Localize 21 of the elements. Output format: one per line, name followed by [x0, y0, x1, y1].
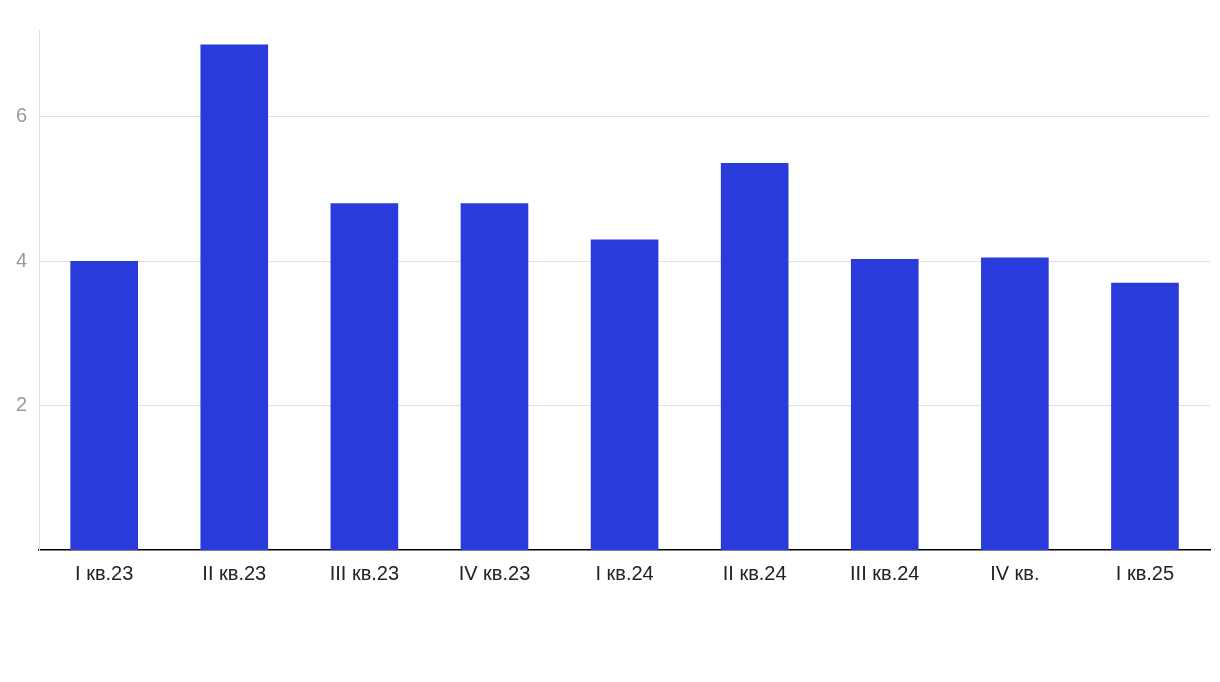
x-tick-label: I кв.25	[1115, 561, 1175, 584]
x-tick-label: II кв.24	[722, 561, 787, 584]
x-tick-label: III кв.24	[850, 561, 920, 584]
y-tick-label: 2	[16, 393, 28, 416]
bar	[590, 239, 659, 550]
bar	[330, 203, 399, 550]
bar	[70, 261, 138, 550]
x-tick-label: I кв.23	[75, 561, 134, 584]
x-tick-label: I кв.24	[595, 561, 654, 584]
x-tick-label: II кв.23	[202, 561, 267, 584]
bar	[200, 44, 269, 550]
y-tick-label: 6	[16, 104, 28, 127]
bar	[460, 203, 529, 550]
bar	[1111, 282, 1179, 550]
bar	[981, 257, 1049, 550]
bar	[720, 162, 789, 550]
y-tick-label: 4	[16, 248, 28, 271]
x-tick-label: IV кв.23	[458, 561, 531, 584]
x-tick-label: III кв.23	[329, 561, 400, 584]
x-tick-label: IV кв.	[990, 561, 1040, 584]
bar	[850, 258, 919, 550]
